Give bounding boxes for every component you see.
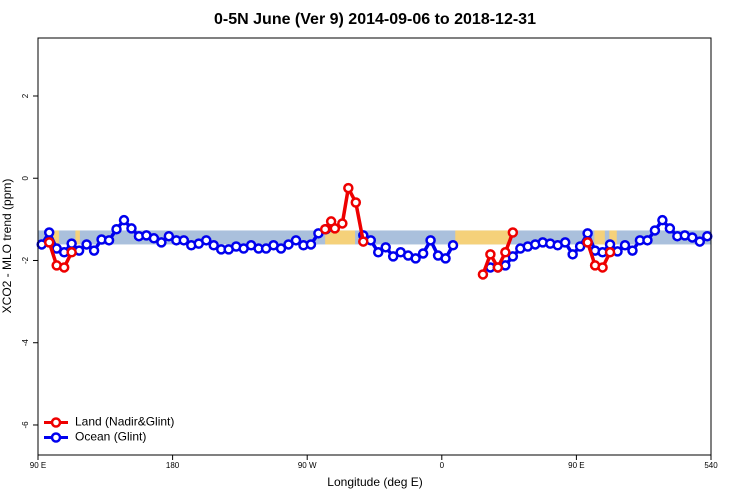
band: [609, 230, 617, 245]
point: [485, 249, 496, 260]
band: [52, 230, 59, 245]
point: [372, 247, 384, 258]
point: [66, 247, 77, 258]
point: [178, 235, 190, 246]
point: [477, 269, 489, 280]
point: [649, 225, 661, 236]
y-tick-label: 0: [21, 175, 30, 180]
band: [594, 230, 605, 245]
band: [325, 230, 356, 245]
point: [163, 230, 175, 242]
point: [88, 245, 100, 256]
point: [337, 218, 348, 229]
point: [111, 223, 122, 235]
point: [694, 236, 706, 247]
x-axis-label: Longitude (deg E): [327, 475, 422, 489]
band: [455, 230, 510, 245]
point: [582, 237, 593, 248]
point: [559, 237, 571, 248]
point: [43, 237, 55, 248]
point: [350, 197, 362, 208]
x-tick-label: 180: [166, 461, 180, 470]
point: [118, 214, 130, 226]
point: [66, 238, 77, 249]
point: [687, 232, 698, 243]
point: [343, 182, 354, 194]
point: [410, 253, 421, 264]
point: [283, 239, 294, 250]
y-tick-label: -4: [21, 339, 30, 347]
point: [81, 239, 92, 250]
point: [604, 247, 616, 258]
point: [305, 239, 317, 250]
point: [58, 262, 70, 273]
chart-title: 0-5N June (Ver 9) 2014-09-06 to 2018-12-…: [214, 11, 536, 28]
point: [627, 245, 638, 256]
x-tick-label: 0: [440, 461, 445, 470]
point: [275, 243, 287, 254]
band: [75, 230, 80, 245]
point: [329, 223, 341, 234]
point: [702, 230, 713, 242]
point: [574, 241, 586, 252]
point: [507, 251, 519, 262]
y-axis-label: XCO2 - MLO trend (ppm): [0, 179, 14, 314]
point: [582, 228, 593, 239]
point: [201, 235, 212, 246]
point: [387, 251, 399, 262]
y-tick-label: -2: [21, 256, 30, 264]
point: [567, 249, 578, 260]
x-tick-label: 540: [704, 461, 718, 470]
x-tick-label: 90 E: [30, 461, 46, 470]
y-tick-label: 2: [21, 93, 30, 98]
point: [500, 247, 511, 258]
point: [440, 253, 451, 264]
point: [148, 233, 160, 244]
point: [156, 237, 167, 248]
legend-label: Land (Nadir&Glint): [75, 415, 174, 429]
y-tick-label: -6: [21, 421, 30, 429]
point: [126, 223, 137, 234]
point: [417, 248, 429, 259]
point: [319, 223, 331, 235]
plot-frame: [37, 37, 712, 456]
point: [43, 227, 55, 238]
point: [380, 242, 391, 253]
x-tick-label: 90 W: [298, 461, 317, 470]
point: [492, 262, 504, 273]
point: [507, 227, 519, 238]
point: [425, 235, 436, 246]
point: [657, 214, 668, 226]
x-tick-label: 90 E: [568, 461, 584, 470]
point: [597, 262, 608, 273]
point: [447, 240, 459, 251]
point: [290, 235, 302, 246]
legend-label: Ocean (Glint): [75, 430, 146, 444]
point: [619, 240, 631, 251]
point: [103, 235, 115, 246]
point: [642, 235, 653, 246]
point: [664, 223, 676, 234]
legend-marker: [50, 417, 62, 428]
legend-marker: [50, 432, 62, 443]
point: [208, 240, 219, 251]
point: [358, 236, 369, 247]
